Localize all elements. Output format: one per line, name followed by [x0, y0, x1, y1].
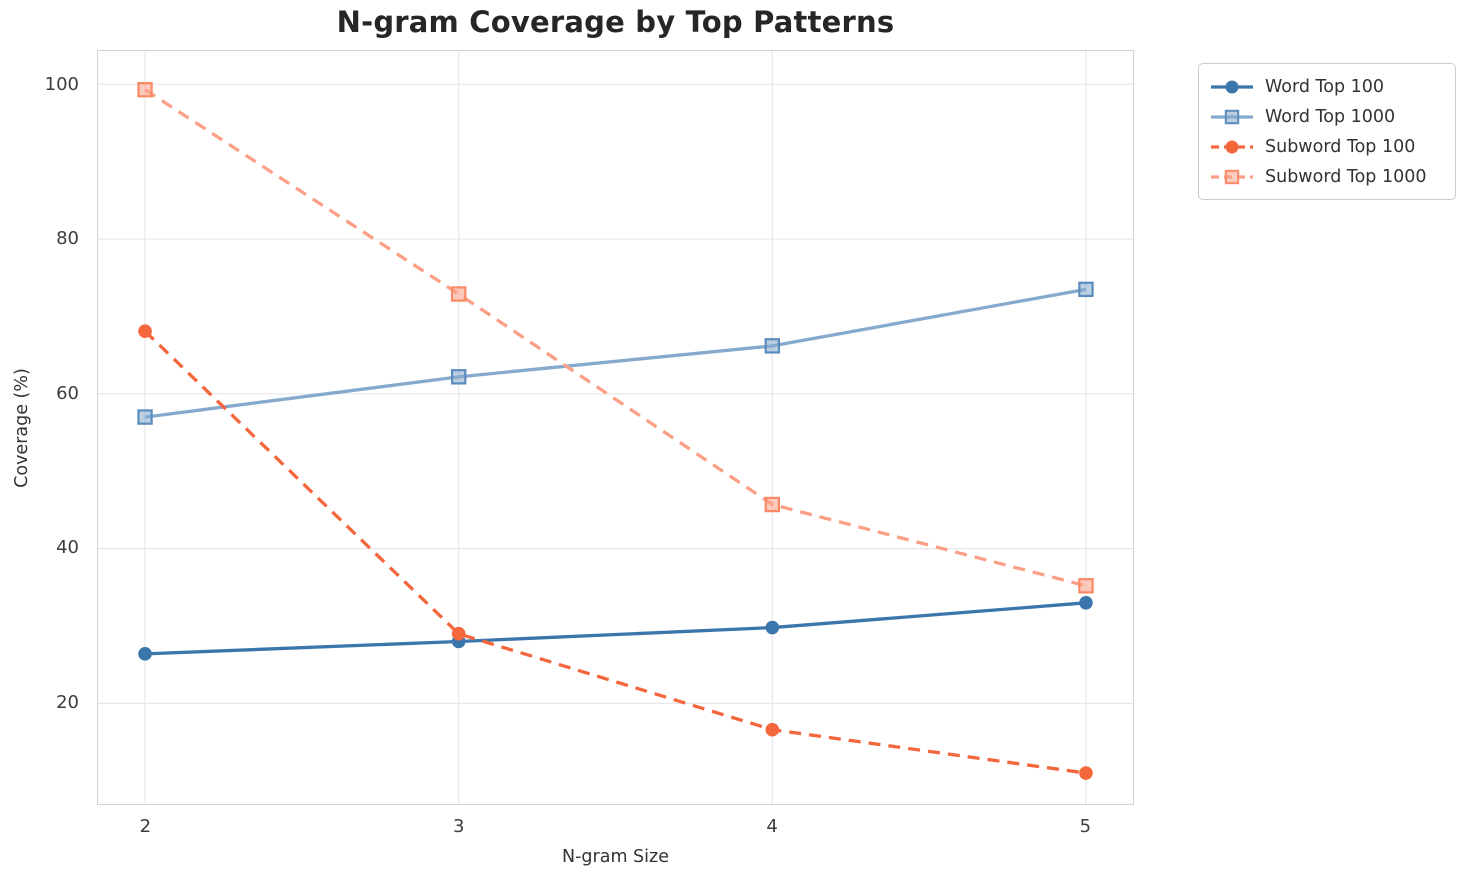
- legend-item-subword-top-100: Subword Top 100: [1209, 133, 1443, 160]
- data-point-marker: [1078, 281, 1094, 298]
- legend-swatch-circle-dashed: [1211, 140, 1253, 153]
- legend-item-word-top-100: Word Top 100: [1209, 73, 1443, 100]
- chart-canvas: [98, 51, 1133, 804]
- legend-swatch-square-dashed: [1211, 169, 1253, 184]
- data-point-marker: [137, 409, 153, 425]
- data-point-marker: [765, 620, 780, 635]
- series-word-top-100: [138, 595, 1093, 661]
- legend-label: Subword Top 1000: [1265, 166, 1427, 187]
- x-tick-label: 2: [139, 816, 152, 837]
- data-point-marker: [451, 626, 466, 641]
- x-tick-label: 4: [766, 816, 778, 837]
- series-line: [143, 329, 1087, 775]
- legend-item-word-top-1000: Word Top 1000: [1209, 103, 1443, 130]
- gridlines: [98, 51, 1133, 804]
- data-point-marker: [450, 369, 467, 385]
- x-tick-label: 5: [1079, 816, 1092, 837]
- y-tick-label: 20: [56, 691, 79, 713]
- legend-swatch-square-solid: [1211, 109, 1253, 124]
- legend-label: Subword Top 100: [1265, 136, 1416, 157]
- data-point-marker: [764, 338, 781, 354]
- legend-label: Word Top 100: [1265, 76, 1385, 97]
- series-word-top-1000: [137, 281, 1094, 425]
- y-tick-label: 40: [56, 537, 79, 559]
- plot-area: [97, 50, 1134, 805]
- data-point-marker: [1078, 578, 1094, 594]
- y-tick-label: 60: [56, 382, 79, 404]
- data-point-marker: [1079, 766, 1093, 780]
- data-point-marker: [765, 722, 780, 737]
- series-line: [144, 88, 1087, 588]
- series-subword-top-1000: [137, 81, 1094, 594]
- legend-label: Word Top 1000: [1265, 106, 1396, 127]
- x-tick-label: 3: [452, 816, 465, 837]
- data-point-marker: [450, 286, 467, 302]
- data-point-marker: [138, 324, 152, 338]
- data-point-marker: [764, 496, 781, 513]
- legend-swatch-circle-solid: [1211, 80, 1253, 93]
- x-axis-ticks: 2 3 4 5: [97, 812, 1134, 838]
- series-line: [144, 601, 1087, 656]
- series-subword-top-100: [138, 324, 1093, 780]
- data-point-marker: [137, 81, 153, 98]
- x-axis-label: N-gram Size: [562, 847, 669, 867]
- legend: Word Top 100 Word Top 1000 Subword Top 100…: [1198, 63, 1456, 200]
- data-point-marker: [1079, 595, 1093, 610]
- y-tick-label: 80: [56, 228, 79, 250]
- y-axis-ticks: 20 40 60 80 100: [0, 50, 88, 805]
- series-line: [144, 287, 1087, 419]
- legend-item-subword-top-1000: Subword Top 1000: [1209, 163, 1443, 190]
- y-tick-label: 100: [44, 73, 79, 95]
- data-point-marker: [138, 647, 152, 661]
- chart-title: N-gram Coverage by Top Patterns: [336, 5, 895, 39]
